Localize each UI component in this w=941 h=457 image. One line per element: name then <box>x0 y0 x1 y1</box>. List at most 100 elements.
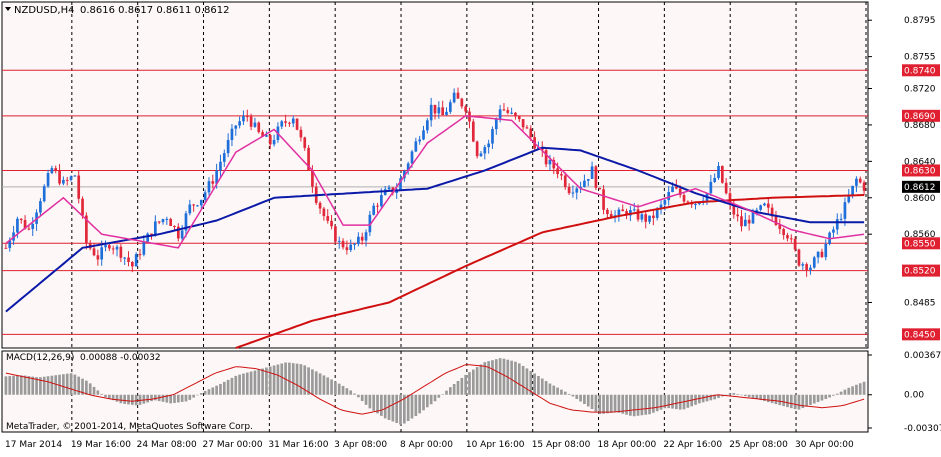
macd-histogram-bar <box>774 394 778 405</box>
macd-histogram-bar <box>839 391 843 395</box>
macd-histogram-bar <box>4 376 8 395</box>
macd-histogram-bar <box>104 394 107 398</box>
macd-histogram-bar <box>326 377 330 395</box>
macd-histogram-bar <box>176 394 180 403</box>
macd-histogram-bar <box>123 394 127 404</box>
macd-histogram-bar <box>12 375 15 395</box>
candle-body <box>498 109 502 120</box>
candle-body <box>851 185 854 196</box>
macd-histogram-bar <box>368 394 372 409</box>
horizontal-level-lines[interactable]: 0.8740 0.8690 0.8630 0.8550 0.8520 0.8450 0.86… <box>2 64 940 341</box>
dropdown-triangle-icon[interactable] <box>5 7 11 11</box>
macd-histogram-bar <box>165 394 169 403</box>
candle-body <box>786 235 789 239</box>
candle-body <box>594 166 598 188</box>
macd-histogram-bar <box>88 383 92 395</box>
candle-body <box>176 226 180 239</box>
macd-histogram-bar <box>268 366 272 395</box>
macd-histogram-bar <box>249 371 253 395</box>
macd-histogram-bar <box>782 394 785 407</box>
time-tick-label: 18 Apr 00:00 <box>598 440 657 450</box>
macd-histogram-bar <box>560 389 563 395</box>
candle-body <box>242 116 245 122</box>
macd-histogram-bar <box>552 385 556 395</box>
macd-histogram-bar <box>751 394 755 399</box>
candle-body <box>92 248 96 256</box>
macd-histogram-bar <box>659 394 663 410</box>
candle-body <box>27 228 31 230</box>
macd-histogram-bar <box>376 394 379 414</box>
candle-body <box>104 245 107 248</box>
macd-histogram-bar <box>621 394 625 414</box>
candle-body <box>797 249 801 266</box>
macd-histogram-bar <box>475 367 479 395</box>
price-tick-label: 0.8795 <box>904 16 936 26</box>
macd-histogram-bar <box>134 394 138 406</box>
macd-histogram-bar <box>184 394 188 402</box>
candle-body <box>123 257 127 259</box>
candle-body <box>280 121 284 127</box>
moving-averages <box>5 115 865 349</box>
level-price-label: 0.8520 <box>904 267 936 277</box>
candle-body <box>609 214 613 218</box>
candle-body <box>713 178 717 182</box>
candle-body <box>835 219 839 230</box>
candle-body <box>249 116 253 127</box>
macd-histogram-bar <box>847 387 851 395</box>
macd-histogram-bar <box>196 394 199 396</box>
candle-body <box>230 128 234 140</box>
macd-histogram-bar <box>54 375 58 395</box>
candle-body <box>606 209 609 215</box>
macd-histogram-bar <box>238 374 241 395</box>
candle-body <box>422 130 425 140</box>
candle-body <box>793 238 797 250</box>
candle-body <box>39 201 42 213</box>
macd-histogram-bar <box>192 394 195 398</box>
macd-histogram-bar <box>629 394 632 416</box>
macd-histogram-bar <box>138 394 142 405</box>
macd-histogram-bar <box>142 394 146 404</box>
candle-body <box>789 238 793 240</box>
candle-body <box>131 261 134 267</box>
candle-body <box>667 191 671 201</box>
macd-histogram-bar <box>460 377 464 395</box>
candle-body <box>464 106 467 112</box>
macd-histogram-bar <box>69 373 73 395</box>
candle-body <box>747 219 751 224</box>
macd-histogram-bar <box>357 394 360 398</box>
macd-histogram-bar <box>437 394 441 398</box>
macd-histogram-bar <box>448 387 452 395</box>
macd-histogram-bar <box>548 383 552 395</box>
macd-histogram-bar <box>322 375 326 395</box>
candle-body <box>81 198 84 216</box>
candle-body <box>832 229 835 233</box>
macd-histogram-bar <box>19 375 23 395</box>
candle-body <box>479 153 483 157</box>
macd-histogram-bar <box>92 386 96 395</box>
candle-body <box>368 214 372 233</box>
candle-body <box>751 210 755 224</box>
macd-label: MACD(12,26,9) <box>6 353 74 363</box>
macd-histogram-bar <box>740 394 743 396</box>
time-tick-label: 8 Apr 00:00 <box>400 440 453 450</box>
time-tick-label: 27 Mar 00:00 <box>203 440 263 450</box>
candle-body <box>441 107 445 116</box>
candle-body <box>621 209 625 212</box>
macd-histogram-bar <box>452 383 456 395</box>
macd-histogram-bar <box>805 394 808 407</box>
macd-histogram-bar <box>835 393 839 395</box>
macd-histogram-bar <box>598 394 602 415</box>
candle-body <box>805 264 808 270</box>
candle-body <box>372 205 376 215</box>
macd-histogram-bar <box>422 394 425 411</box>
candle-body <box>337 240 341 242</box>
macd-histogram-bar <box>62 374 65 395</box>
candle-body <box>299 129 303 138</box>
time-tick-label: 22 Apr 16:00 <box>663 440 722 450</box>
macd-histogram-bar <box>353 393 356 395</box>
candle-body <box>8 240 12 248</box>
macd-histogram-bar <box>429 394 433 405</box>
candle-body <box>644 214 648 222</box>
